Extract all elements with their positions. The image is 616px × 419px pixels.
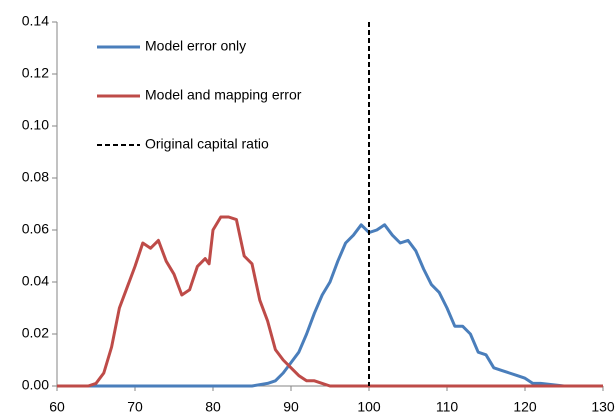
- x-tick-label: 60: [49, 399, 65, 415]
- legend-label: Original capital ratio: [145, 136, 269, 152]
- y-tick-label: 0.12: [22, 65, 49, 81]
- y-tick-label: 0.00: [22, 377, 49, 393]
- y-tick-label: 0.10: [22, 117, 49, 133]
- x-tick-label: 120: [513, 399, 537, 415]
- series-line: [57, 215, 603, 388]
- y-tick-label: 0.02: [22, 325, 49, 341]
- y-tick-label: 0.08: [22, 169, 49, 185]
- x-tick-label: 130: [591, 399, 615, 415]
- y-tick-label: 0.04: [22, 273, 49, 289]
- x-tick-label: 110: [436, 399, 459, 415]
- legend-label: Model error only: [145, 38, 246, 54]
- legend-label: Model and mapping error: [145, 87, 302, 103]
- x-tick-label: 90: [283, 399, 299, 415]
- x-tick-label: 70: [127, 399, 143, 415]
- series-line: [57, 223, 603, 388]
- y-tick-label: 0.06: [22, 221, 49, 237]
- x-tick-label: 80: [205, 399, 221, 415]
- y-tick-label: 0.14: [22, 13, 49, 29]
- x-tick-label: 100: [357, 399, 381, 415]
